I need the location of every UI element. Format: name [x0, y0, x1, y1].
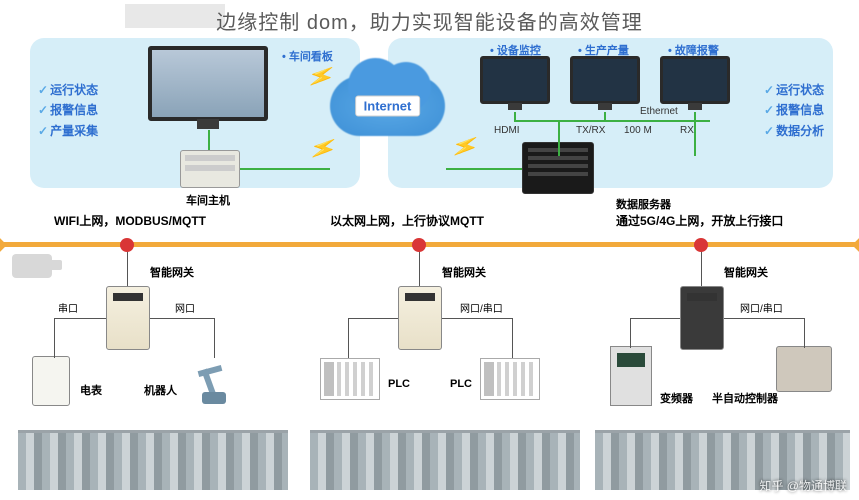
right-feature-list: ✓运行状态 ✓报警信息 ✓数据分析 — [764, 80, 824, 141]
workshop-monitor — [148, 46, 268, 121]
gw2-r — [442, 318, 512, 319]
feat-l1: 运行状态 — [50, 83, 98, 97]
eth-label: Ethernet — [640, 106, 678, 117]
red-node-1 — [120, 238, 134, 252]
feat-r3: 数据分析 — [776, 124, 824, 138]
mon-prod-label: • 生产产量 — [578, 42, 629, 58]
semi-device — [776, 346, 832, 392]
red-node-2 — [412, 238, 426, 252]
semi-label: 半自动控制器 — [712, 390, 778, 406]
watermark: 知乎 @物通博联 — [759, 477, 847, 494]
gline-host-cloud — [240, 168, 330, 170]
gw1-rv — [214, 318, 215, 358]
gline-mon-bus — [514, 120, 710, 122]
rx-label: RX — [680, 125, 694, 136]
gw3-r — [724, 318, 804, 319]
factory-strip-2 — [310, 430, 580, 490]
gw1-l — [54, 318, 106, 319]
vfd-label: 变频器 — [660, 390, 693, 406]
gw2-port: 网口/串口 — [460, 300, 503, 315]
monitor-alarm — [660, 56, 730, 104]
gw3-lv — [630, 318, 631, 348]
feat-l2: 报警信息 — [50, 103, 98, 117]
uplink-a: WIFI上网，MODBUS/MQTT — [54, 212, 206, 229]
gline-m1 — [514, 112, 516, 122]
gline-srv — [558, 120, 560, 156]
feat-l3: 产量采集 — [50, 124, 98, 138]
gw3-l — [630, 318, 680, 319]
robot-device — [184, 356, 240, 404]
mon-dev-label: • 设备监控 — [490, 42, 541, 58]
drop3 — [701, 246, 702, 286]
data-server-label: 数据服务器 — [616, 196, 671, 212]
robot-label: 机器人 — [144, 382, 177, 398]
gateway-1 — [106, 286, 150, 350]
feat-r2: 报警信息 — [776, 103, 824, 117]
gw2-l — [348, 318, 398, 319]
gw1-lv — [54, 318, 55, 358]
gw3-rv — [804, 318, 805, 348]
meter-label: 电表 — [80, 382, 102, 398]
red-node-3 — [694, 238, 708, 252]
factory-strip-1 — [18, 430, 288, 490]
gw2-lv — [348, 318, 349, 358]
gline-cloud-srv — [446, 168, 522, 170]
gw2-label: 智能网关 — [442, 264, 486, 280]
plc-2 — [480, 358, 540, 400]
gw1-r — [150, 318, 214, 319]
left-feature-list: ✓运行状态 ✓报警信息 ✓产量采集 — [38, 80, 98, 141]
plc2-label: PLC — [450, 378, 472, 390]
uplink-b: 以太网上网，上行协议MQTT — [330, 212, 484, 229]
plc1-label: PLC — [388, 378, 410, 390]
workshop-board-label: • 车间看板 — [282, 48, 333, 64]
drop1 — [127, 246, 128, 286]
feat-r1: 运行状态 — [776, 83, 824, 97]
gw1-net: 网口 — [175, 300, 195, 315]
gw3-port: 网口/串口 — [740, 300, 783, 315]
gw1-label: 智能网关 — [150, 264, 194, 280]
gw2-rv — [512, 318, 513, 358]
title-bg — [125, 4, 225, 28]
hdmi-label: HDMI — [494, 125, 520, 136]
100m-label: 100 M — [624, 125, 652, 136]
uplink-c: 通过5G/4G上网，开放上行接口 — [616, 212, 783, 229]
camera-icon — [12, 254, 52, 278]
gateway-3 — [680, 286, 724, 350]
gline-m3 — [694, 112, 696, 156]
meter-device — [32, 356, 70, 406]
plc-1 — [320, 358, 380, 400]
monitor-dev — [480, 56, 550, 104]
gline-m2 — [604, 112, 606, 122]
gline-host-mon — [208, 130, 210, 150]
monitor-prod — [570, 56, 640, 104]
gw3-label: 智能网关 — [724, 264, 768, 280]
cloud-label: Internet — [355, 96, 421, 117]
vfd-device — [610, 346, 652, 406]
internet-cloud: Internet — [330, 76, 445, 136]
page-title: 边缘控制 dom，助力实现智能设备的高效管理 — [216, 6, 642, 35]
drop2 — [419, 246, 420, 286]
mon-alarm-label: • 故障报警 — [668, 42, 719, 58]
gw1-serial: 串口 — [58, 300, 78, 315]
workshop-host-label: 车间主机 — [186, 192, 230, 208]
workshop-host — [180, 150, 240, 188]
gateway-2 — [398, 286, 442, 350]
txrx-label: TX/RX — [576, 125, 605, 136]
